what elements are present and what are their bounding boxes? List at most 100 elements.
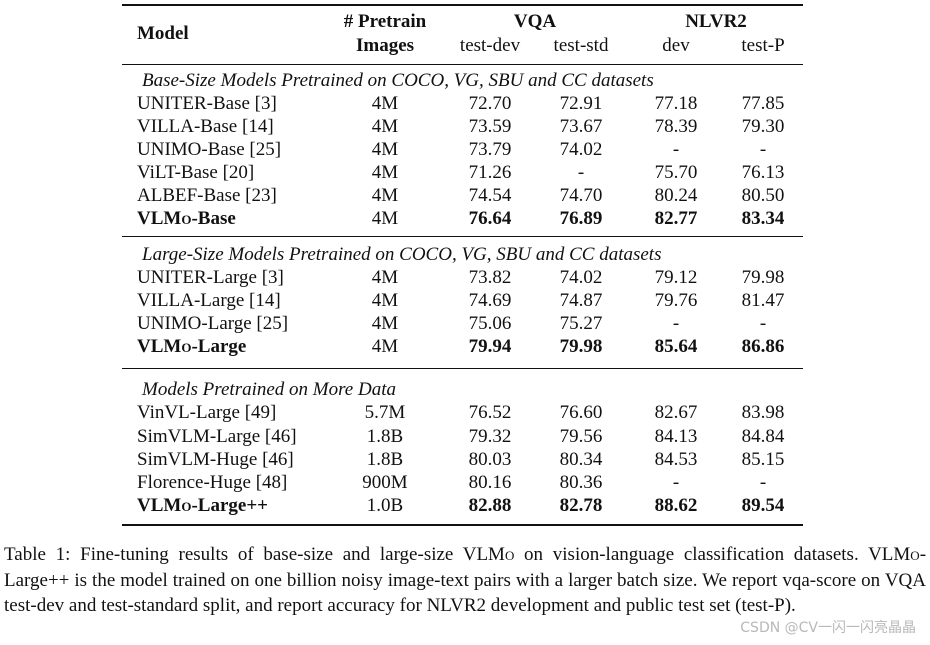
table-row-model: UNIMO-Base [25] — [137, 139, 282, 160]
table-row-dev: 79.12 — [654, 267, 698, 288]
table-row-test-p: - — [759, 139, 767, 160]
section-rule-2 — [122, 368, 803, 369]
table-row-test-p: 85.15 — [741, 449, 785, 470]
table-row-pretrain: 4M — [371, 336, 399, 357]
section-title-large: Large-Size Models Pretrained on COCO, VG… — [142, 244, 662, 265]
table-row-test-p: 83.98 — [741, 402, 785, 423]
table-row-dev: 80.24 — [654, 185, 698, 206]
table-row-dev: - — [672, 139, 680, 160]
table-row-pretrain: 4M — [371, 290, 399, 311]
table-row-test-dev: 74.69 — [468, 290, 512, 311]
table-row-test-dev: 79.32 — [468, 426, 512, 447]
table-row-test-std: 74.70 — [559, 185, 603, 206]
table-row-dev: 88.62 — [654, 495, 698, 516]
header-vqa-test-dev: test-dev — [459, 35, 521, 56]
table-row-test-std: 79.98 — [559, 336, 603, 357]
table-row-model: VILLA-Base [14] — [137, 116, 274, 137]
section-title-base: Base-Size Models Pretrained on COCO, VG,… — [142, 70, 654, 91]
table-row-dev: 82.67 — [654, 402, 698, 423]
table-row-model-vlmo-large: VLMo-Large — [137, 336, 246, 358]
header-vqa-test-std: test-std — [553, 35, 609, 56]
model-name-prefix: VLM — [137, 495, 182, 516]
header-nlvr2-dev: dev — [662, 35, 690, 56]
header-pretrain-line2: Images — [355, 35, 415, 56]
table-row-test-p: - — [759, 313, 767, 334]
table-row-test-dev: 75.06 — [468, 313, 512, 334]
model-name-suffix: -Large++ — [191, 495, 268, 516]
table-row-dev: 84.13 — [654, 426, 698, 447]
table-row-pretrain: 4M — [371, 267, 399, 288]
table-row-dev: 85.64 — [654, 336, 698, 357]
table-row-test-std: 76.89 — [559, 208, 603, 229]
table-row-test-std: 74.02 — [559, 267, 603, 288]
table-row-test-std: 82.78 — [559, 495, 603, 516]
caption-part-3: -Large++ is the model trained on one bil… — [4, 544, 927, 616]
table-row-test-p: 89.54 — [741, 495, 785, 516]
table-row-model: UNIMO-Large [25] — [137, 313, 289, 334]
table-row-test-p: 80.50 — [741, 185, 785, 206]
header-model: Model — [137, 23, 189, 44]
table-row-dev: 78.39 — [654, 116, 698, 137]
table-row-pretrain: 4M — [371, 208, 399, 229]
table-row-dev: 75.70 — [654, 162, 698, 183]
table-row-test-dev: 74.54 — [468, 185, 512, 206]
model-name-suffix: -Base — [191, 208, 236, 229]
header-nlvr2-test-p: test-P — [741, 35, 785, 56]
table-row-test-std: 74.02 — [559, 139, 603, 160]
table-row-test-std: 73.67 — [559, 116, 603, 137]
table-row-test-std: 80.36 — [559, 472, 603, 493]
table-row-test-dev: 76.52 — [468, 402, 512, 423]
table-row-dev: - — [672, 313, 680, 334]
table-row-pretrain: 900M — [362, 472, 408, 493]
table-row-test-std: 79.56 — [559, 426, 603, 447]
table-row-pretrain: 4M — [371, 139, 399, 160]
table-row-pretrain: 4M — [371, 93, 399, 114]
table-row-pretrain: 4M — [371, 313, 399, 334]
table-row-model: UNITER-Large [3] — [137, 267, 284, 288]
table-row-pretrain: 5.7M — [364, 402, 406, 423]
table-caption: Table 1: Fine-tuning results of base-siz… — [4, 542, 926, 619]
header-nlvr2: NLVR2 — [685, 11, 747, 32]
table-row-dev: - — [672, 472, 680, 493]
table-row-model: ViLT-Base [20] — [137, 162, 255, 183]
model-name-smallcaps: o — [181, 336, 192, 357]
table-row-test-dev: 72.70 — [468, 93, 512, 114]
table-row-model-vlmo-base: VLMo-Base — [137, 208, 236, 230]
table-row-test-dev: 73.82 — [468, 267, 512, 288]
table-row-model: Florence-Huge [48] — [137, 472, 288, 493]
model-name-suffix: -Large — [191, 336, 247, 357]
caption-smallcaps-2: o — [910, 544, 920, 565]
table-row-test-dev: 71.26 — [468, 162, 512, 183]
table-row-dev: 77.18 — [654, 93, 698, 114]
model-name-smallcaps: o — [181, 495, 192, 516]
table-row-test-p: 84.84 — [741, 426, 785, 447]
table-row-model: UNITER-Base [3] — [137, 93, 277, 114]
table-row-test-std: 75.27 — [559, 313, 603, 334]
table-row-test-dev: 80.03 — [468, 449, 512, 470]
table-row-pretrain: 4M — [371, 185, 399, 206]
table-row-test-dev: 82.88 — [468, 495, 512, 516]
table-row-dev: 82.77 — [654, 208, 698, 229]
table-row-test-std: 72.91 — [559, 93, 603, 114]
model-name-prefix: VLM — [137, 336, 182, 357]
table-row-pretrain: 1.8B — [366, 449, 404, 470]
model-name-smallcaps: o — [181, 208, 192, 229]
top-rule — [122, 4, 803, 6]
table-row-test-std: 80.34 — [559, 449, 603, 470]
bottom-rule — [122, 524, 803, 526]
table-row-pretrain: 1.8B — [366, 426, 404, 447]
table-row-test-p: 81.47 — [741, 290, 785, 311]
table-row-dev: 84.53 — [654, 449, 698, 470]
table-row-test-dev: 73.79 — [468, 139, 512, 160]
caption-part-1: Table 1: Fine-tuning results of base-siz… — [4, 544, 505, 565]
section-rule-1 — [122, 236, 803, 237]
table-row-model: ALBEF-Base [23] — [137, 185, 277, 206]
table-row-test-p: 76.13 — [741, 162, 785, 183]
table-row-model: SimVLM-Huge [46] — [137, 449, 294, 470]
table-row-test-dev: 76.64 — [468, 208, 512, 229]
table-row-test-std: 74.87 — [559, 290, 603, 311]
model-name-prefix: VLM — [137, 208, 182, 229]
table-row-model: SimVLM-Large [46] — [137, 426, 297, 447]
table-row-test-dev: 73.59 — [468, 116, 512, 137]
table-row-dev: 79.76 — [654, 290, 698, 311]
